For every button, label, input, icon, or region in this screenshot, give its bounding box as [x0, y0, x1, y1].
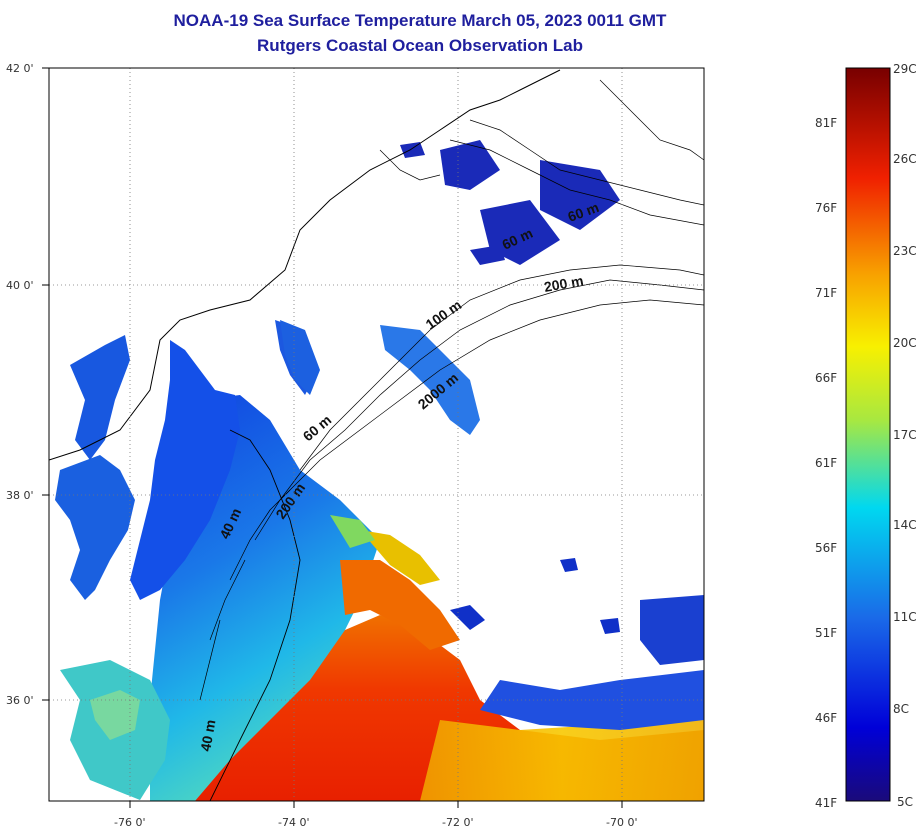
- cloud-edge-patches: [450, 558, 704, 730]
- map-title: NOAA-19 Sea Surface Temperature March 05…: [173, 11, 667, 30]
- colorbar-c-label: 11C: [893, 610, 917, 624]
- colorbar-f-label: 56F: [815, 541, 837, 555]
- potomac-river: [70, 335, 130, 460]
- colorbar: [845, 67, 891, 802]
- lon-label: -72 0': [442, 816, 474, 829]
- lat-label: 36 0': [6, 694, 34, 707]
- colorbar-f-label: 51F: [815, 626, 837, 640]
- colorbar-f-label: 81F: [815, 116, 837, 130]
- lat-label: 40 0': [6, 279, 34, 292]
- chesapeake-bay: [130, 340, 240, 600]
- depth-label: 200 m: [543, 272, 585, 295]
- colorbar-celsius-labels: 29C 26C 23C 20C 17C 14C 11C 8C 5C: [893, 62, 917, 809]
- colorbar-c-label: 14C: [893, 518, 917, 532]
- lon-label: -70 0': [606, 816, 638, 829]
- map-frame: [48, 67, 705, 802]
- colorbar-c-label: 29C: [893, 62, 917, 76]
- lon-label: -76 0': [114, 816, 146, 829]
- colorbar-f-label: 61F: [815, 456, 837, 470]
- axis-ticks: [42, 67, 623, 808]
- colorbar-c-label: 17C: [893, 428, 917, 442]
- map-plot-area: 60 m 60 m 200 m 100 m 2000 m 60 m 200 m …: [49, 68, 704, 801]
- bathymetry-contours: [199, 79, 704, 701]
- lat-label: 42 0': [6, 62, 34, 75]
- map-subtitle: Rutgers Coastal Ocean Observation Lab: [257, 36, 583, 55]
- colorbar-c-label: 8C: [893, 702, 909, 716]
- colorbar-f-label: 46F: [815, 711, 837, 725]
- colorbar-c-label: 20C: [893, 336, 917, 350]
- colorbar-f-label: 41F: [815, 796, 837, 810]
- lat-label: 38 0': [6, 489, 34, 502]
- colorbar-f-label: 76F: [815, 201, 837, 215]
- coastline: [49, 69, 561, 461]
- colorbar-c-label: 26C: [893, 152, 917, 166]
- colorbar-f-label: 66F: [815, 371, 837, 385]
- colorbar-c-label: 5C: [897, 795, 913, 809]
- lon-label: -74 0': [278, 816, 310, 829]
- colorbar-c-label: 23C: [893, 244, 917, 258]
- bay-tributaries: [55, 455, 135, 600]
- colorbar-fahrenheit-labels: 81F 76F 71F 66F 61F 56F 51F 46F 41F: [815, 116, 837, 810]
- northern-patches: [400, 140, 620, 265]
- southern-warm-band: [420, 720, 704, 801]
- depth-label: 40 m: [197, 718, 218, 752]
- shelf-plume: [380, 325, 480, 435]
- colorbar-f-label: 71F: [815, 286, 837, 300]
